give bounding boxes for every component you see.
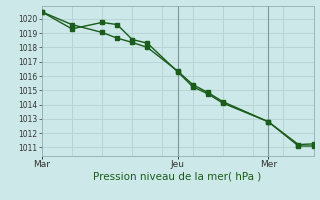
X-axis label: Pression niveau de la mer( hPa ): Pression niveau de la mer( hPa ) bbox=[93, 172, 262, 182]
